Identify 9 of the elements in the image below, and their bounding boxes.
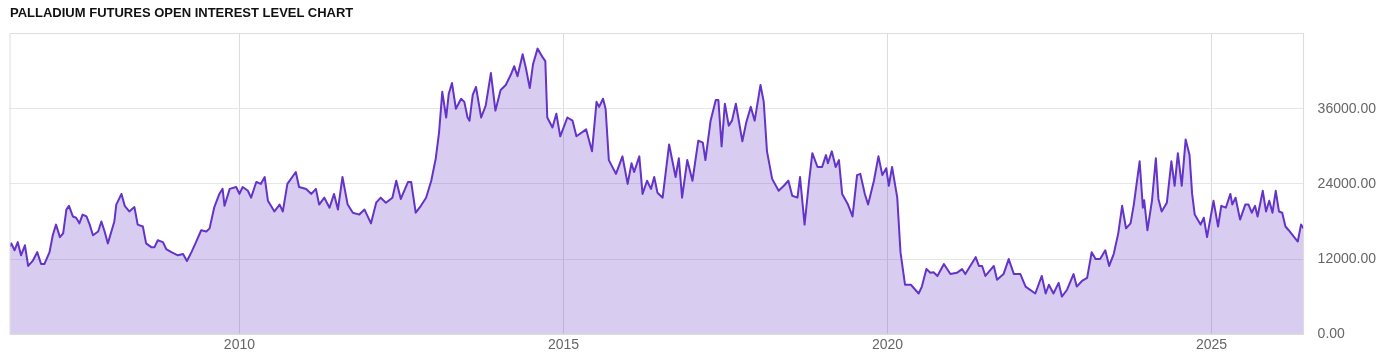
y-tick-label: 12000.00 (1317, 249, 1377, 266)
x-tick-label: 2025 (1196, 336, 1228, 353)
x-tick-label: 2015 (547, 336, 580, 353)
y-tick-label: 24000.00 (1317, 174, 1377, 191)
x-tick-label: 2020 (871, 336, 904, 353)
y-tick-label: 36000.00 (1317, 99, 1377, 116)
x-tick-label: 2010 (223, 336, 256, 353)
chart-title: PALLADIUM FUTURES OPEN INTEREST LEVEL CHART (10, 5, 354, 21)
y-tick-label: 0.00 (1317, 325, 1346, 342)
